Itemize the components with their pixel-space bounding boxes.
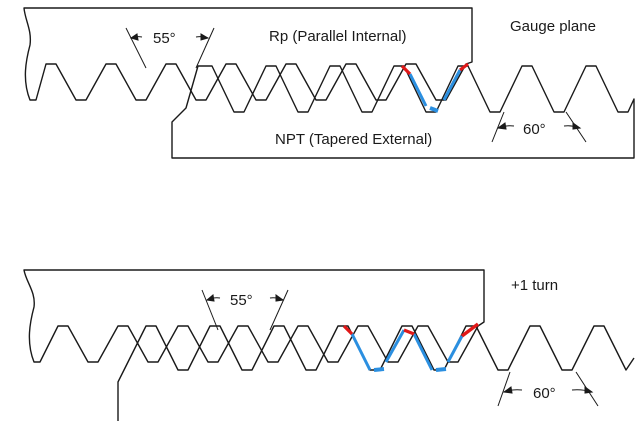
rp-internal-label: Rp (Parallel Internal) [269,28,407,45]
contact-flank-bottom-3 [412,333,434,371]
interference-crest-top-1 [400,64,412,76]
rp-internal-thread-bottom [23,269,485,363]
contact-flank-top-2 [442,69,462,101]
contact-root-top [429,106,439,113]
contact-flank-bottom-4 [446,335,464,363]
interference-crest-bottom-3 [460,322,480,338]
rp-internal-thread-top [23,7,473,101]
interference-crest-bottom-1 [342,324,354,336]
gauge-plane-label: Gauge plane [510,18,596,35]
contact-flank-bottom-1 [350,333,372,371]
npt-external-thread-top [171,65,635,159]
contact-root-bottom-2 [435,367,447,372]
angle-55-label-top: 55° [153,30,176,47]
angle-60-top [491,111,587,143]
top-diagram: 55° 60° Rp (Parallel Internal) NPT (Tape… [23,7,635,159]
angle-55-label-bottom: 55° [230,292,253,309]
contact-flank-top-1 [408,73,428,107]
contact-root-bottom-1 [373,367,385,372]
angle-60-label-top: 60° [523,121,546,138]
contact-flank-bottom-2 [384,329,406,363]
npt-external-label: NPT (Tapered External) [275,131,432,148]
angle-55-bottom [201,289,289,331]
bottom-diagram: 55° 60° +1 turn [23,269,635,421]
angle-60-label-bottom: 60° [533,385,556,402]
plus-one-turn-label: +1 turn [511,277,558,294]
angle-60-bottom [497,371,599,407]
interference-crest-bottom-2 [403,328,415,336]
angle-55-top [125,27,215,69]
interference-crest-top-2 [459,62,469,72]
